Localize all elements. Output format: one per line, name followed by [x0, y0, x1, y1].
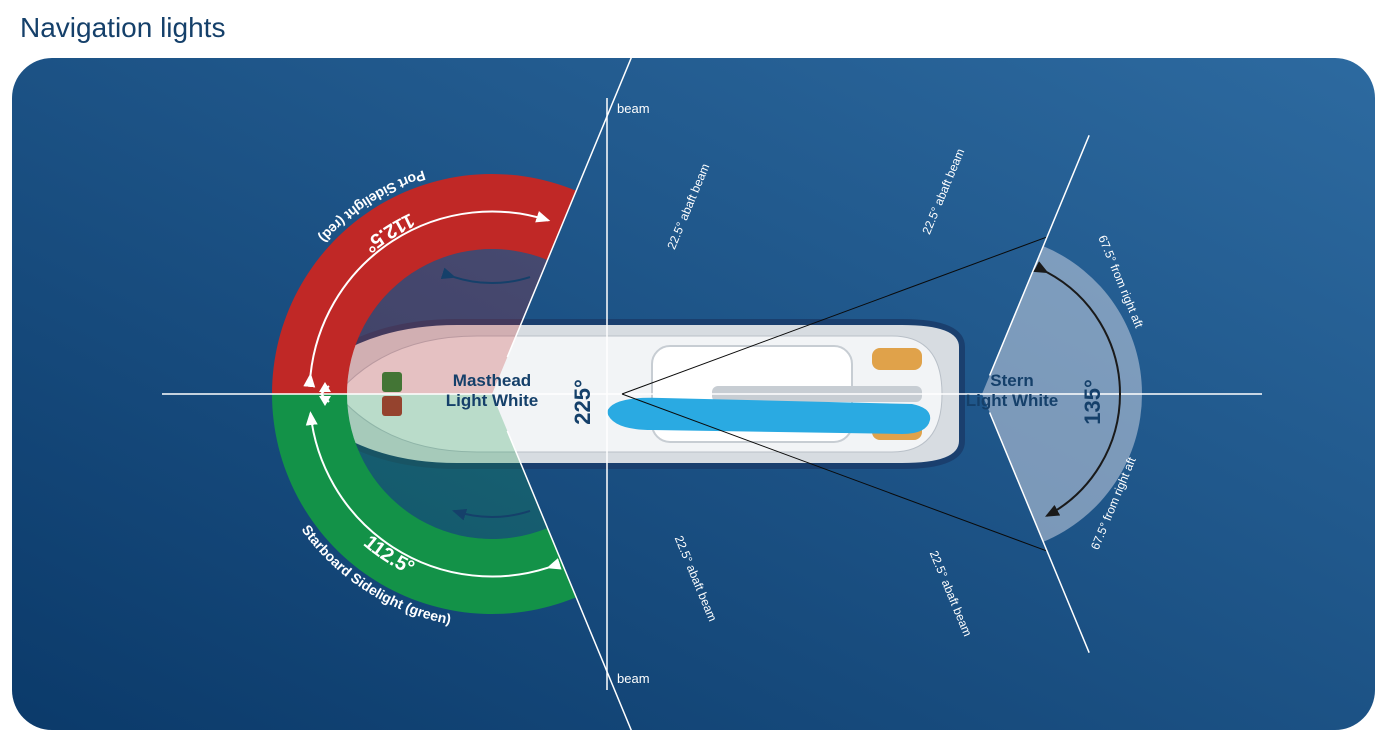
svg-text:beam: beam — [617, 101, 650, 116]
svg-text:Masthead: Masthead — [453, 371, 531, 390]
svg-text:225°: 225° — [570, 379, 595, 425]
diagram-title: Navigation lights — [20, 12, 225, 44]
diagram-canvas: MastheadLight White225°SternLight White1… — [12, 58, 1375, 730]
diagram-svg: MastheadLight White225°SternLight White1… — [12, 58, 1375, 730]
svg-text:beam: beam — [617, 671, 650, 686]
svg-text:Light White: Light White — [966, 391, 1059, 410]
svg-text:Stern: Stern — [990, 371, 1033, 390]
svg-text:135°: 135° — [1080, 379, 1105, 425]
svg-text:Light White: Light White — [446, 391, 539, 410]
page: Navigation lights MastheadLight White225… — [0, 0, 1387, 747]
